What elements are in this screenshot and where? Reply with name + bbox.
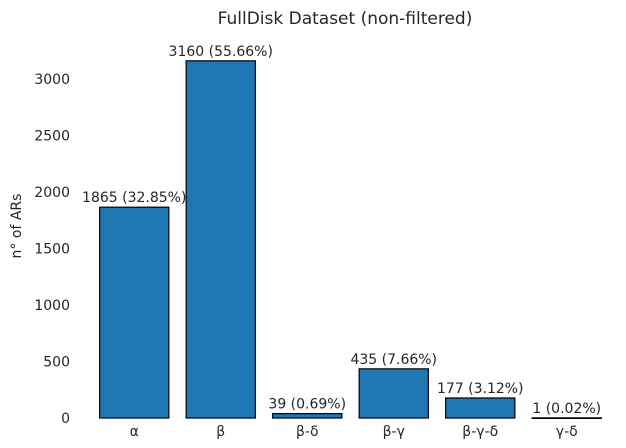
y-tick-label: 3000 — [34, 72, 70, 88]
chart-title: FullDisk Dataset (non-filtered) — [218, 9, 473, 29]
y-tick-label: 1000 — [34, 298, 70, 314]
data-label: 1 (0.02%) — [532, 401, 601, 417]
bar — [185, 60, 256, 419]
bar — [272, 412, 343, 419]
data-label: 1865 (32.85%) — [82, 190, 186, 206]
bars — [99, 60, 602, 419]
x-tick-label: β-γ-δ — [462, 424, 498, 440]
x-tick-label: α — [130, 424, 139, 440]
x-tick-label: γ-δ — [556, 424, 578, 440]
bar — [531, 417, 602, 419]
data-label: 177 (3.12%) — [437, 381, 524, 397]
bar — [445, 397, 516, 419]
data-labels: 1865 (32.85%) 3160 (55.66%) 39 (0.69%) 435 … — [82, 44, 601, 417]
x-tick-label: β — [216, 424, 225, 440]
data-label: 39 (0.69%) — [268, 397, 346, 413]
x-tick-label: β-δ — [296, 424, 319, 440]
bar — [358, 368, 429, 419]
y-tick-label: 500 — [43, 354, 70, 370]
x-tick-label: β-γ — [383, 424, 405, 440]
y-axis-ticks: 0 500 1000 1500 2000 2500 3000 — [34, 72, 70, 427]
y-tick-label: 2500 — [34, 128, 70, 144]
data-label: 435 (7.66%) — [350, 352, 437, 368]
y-tick-label: 1500 — [34, 241, 70, 257]
x-axis-ticks: α β β-δ β-γ β-γ-δ γ-δ — [130, 424, 578, 440]
data-label: 3160 (55.66%) — [169, 44, 273, 60]
y-tick-label: 0 — [61, 411, 70, 427]
bar — [99, 206, 170, 419]
y-tick-label: 2000 — [34, 185, 70, 201]
y-axis-label: n° of ARs — [9, 194, 25, 259]
